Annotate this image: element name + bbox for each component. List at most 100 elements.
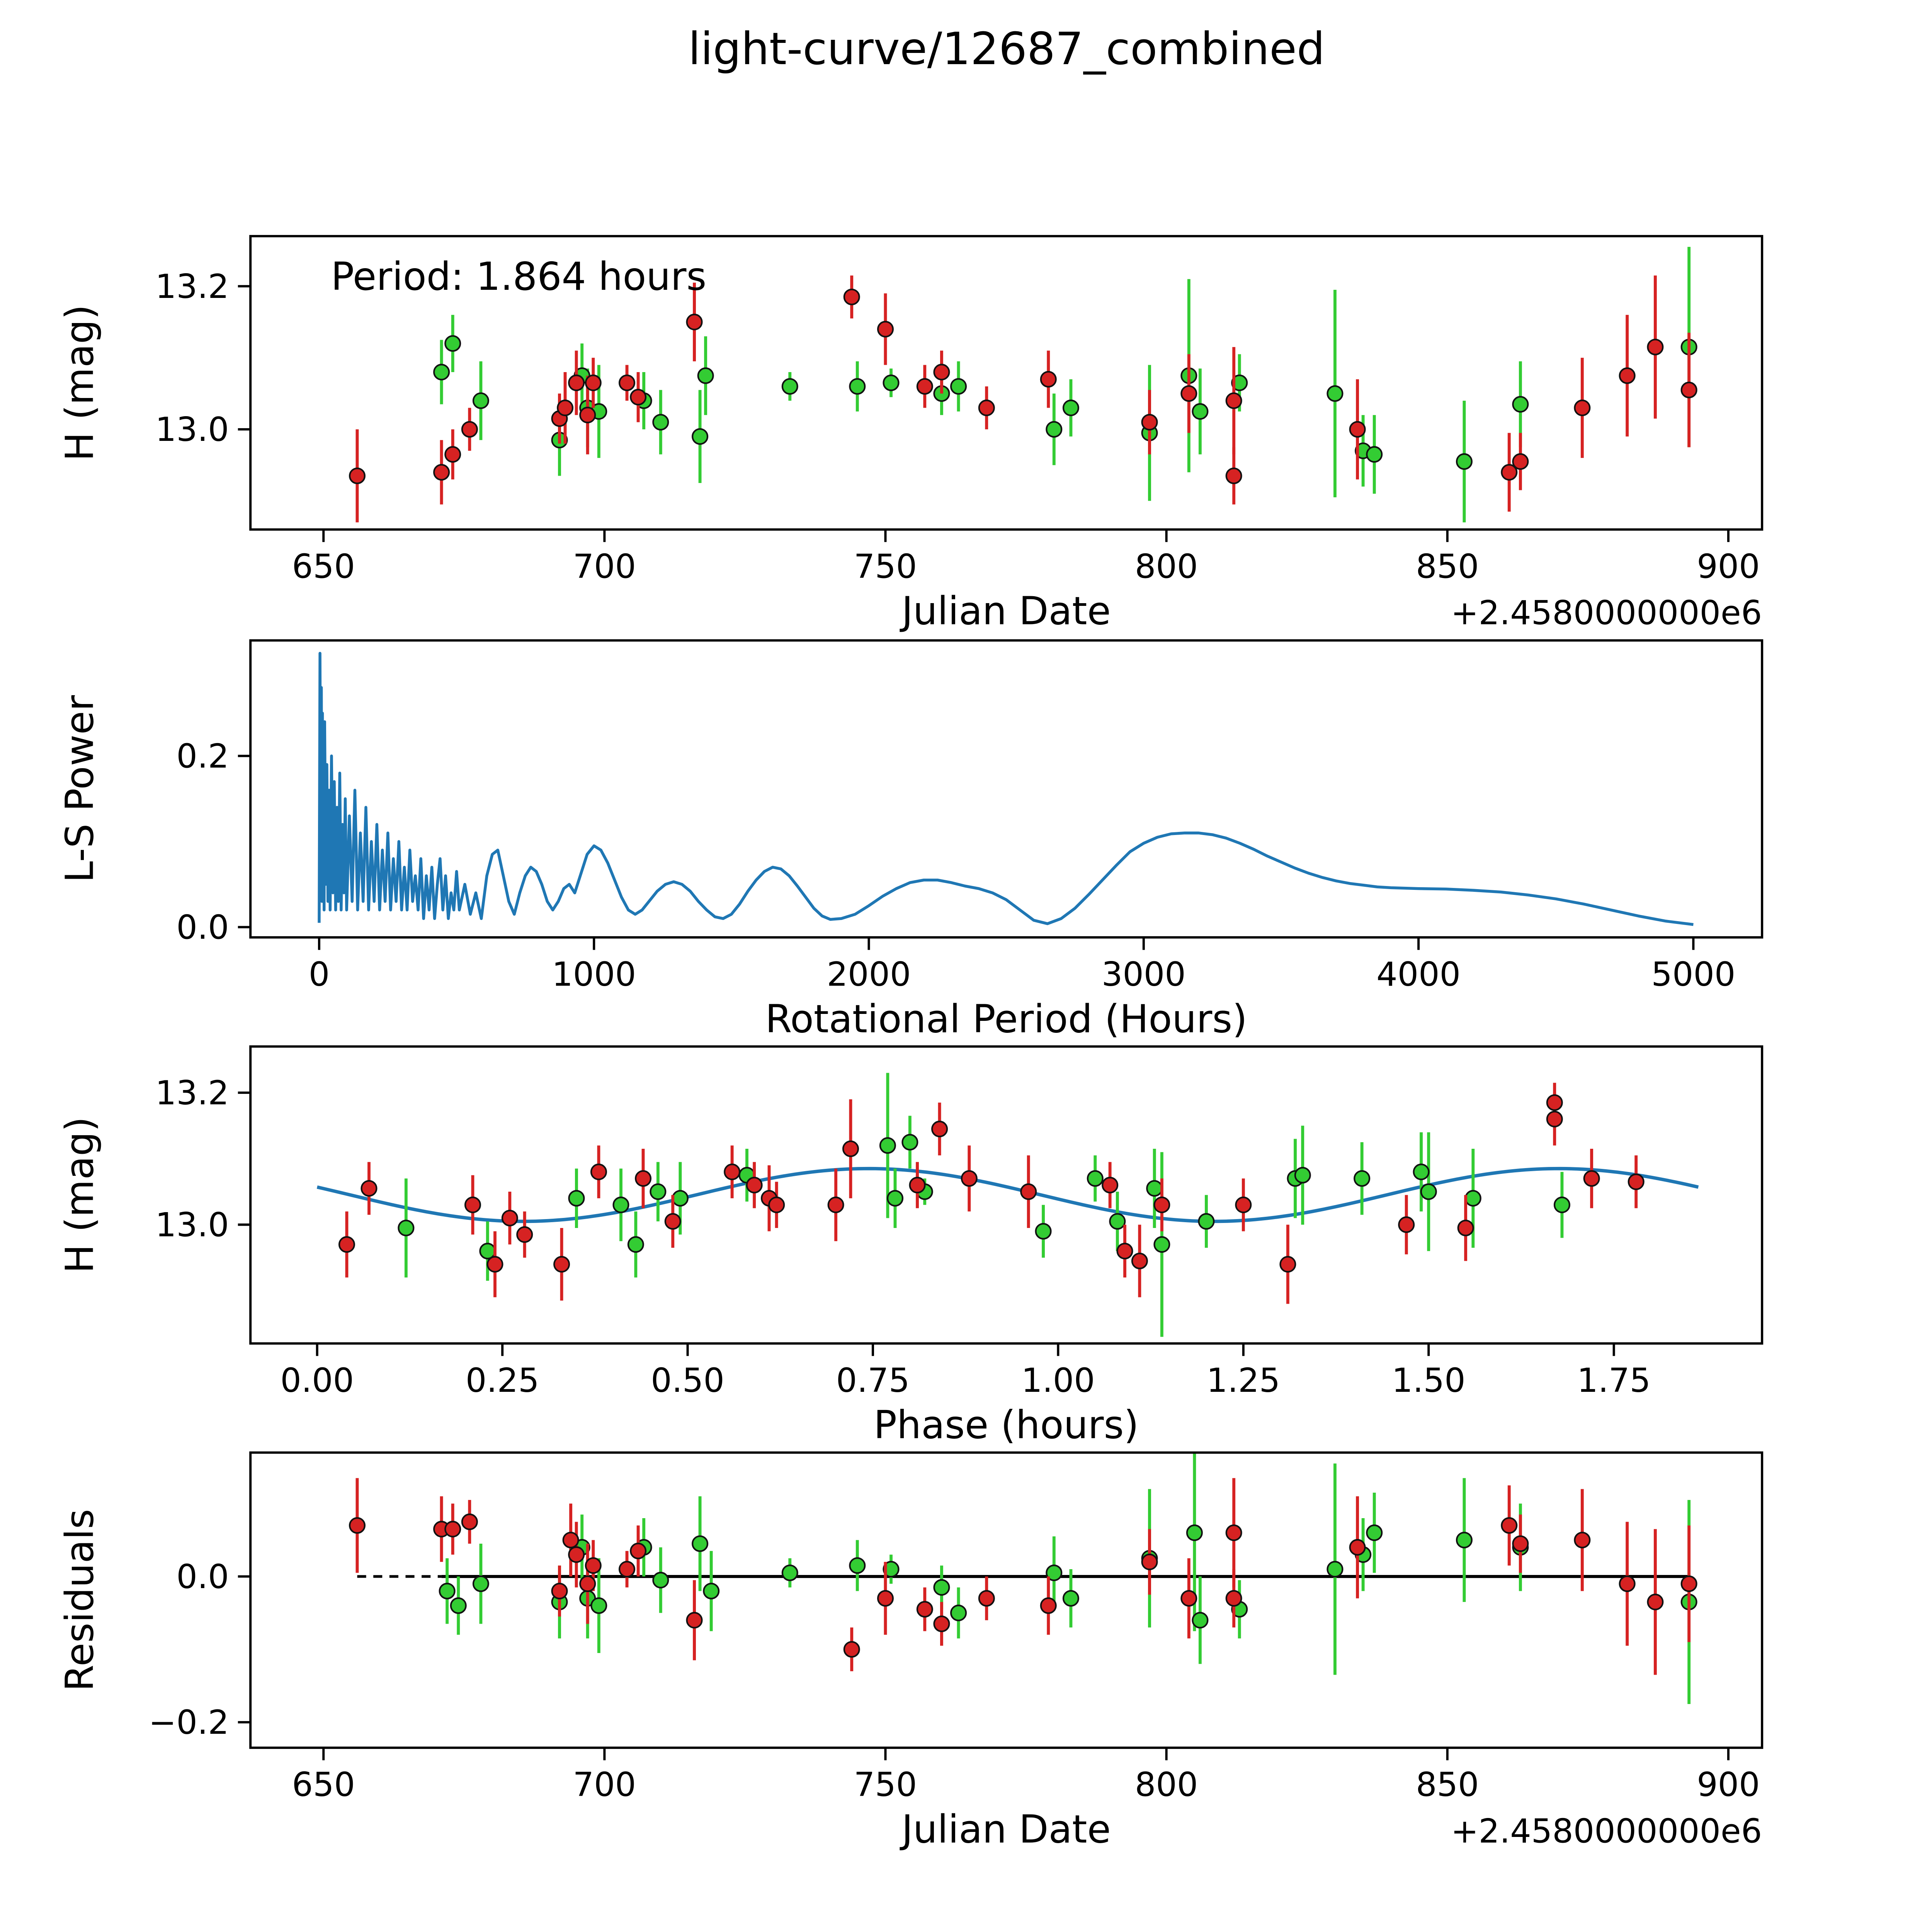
data-point (1225, 1524, 1242, 1541)
x-axis-label: Phase (hours) (874, 1403, 1139, 1447)
data-point (768, 1196, 785, 1213)
data-point (1349, 421, 1366, 438)
data-point (618, 1561, 636, 1578)
data-point (1553, 1196, 1570, 1213)
data-point (692, 1535, 709, 1552)
x-tick-label: 800 (1135, 1766, 1198, 1804)
data-point (724, 1163, 741, 1180)
y-tick-label: 13.0 (155, 1206, 229, 1245)
x-tick-label: 1.00 (1021, 1362, 1095, 1400)
data-point (1619, 1575, 1636, 1592)
data-point (1116, 1243, 1133, 1260)
x-tick-label: 1.75 (1577, 1362, 1651, 1400)
data-point (1020, 1183, 1037, 1200)
data-point (1279, 1256, 1296, 1273)
data-point (883, 1561, 900, 1578)
x-tick-label: 700 (573, 548, 636, 586)
data-point (1180, 1590, 1197, 1607)
data-point (590, 1597, 607, 1614)
plot-area (318, 651, 1694, 926)
data-point (1040, 371, 1057, 388)
data-point (652, 1571, 669, 1588)
y-axis-label: L-S Power (58, 695, 102, 883)
data-point (450, 1597, 467, 1614)
data-point (1040, 1597, 1057, 1614)
data-point (686, 1612, 703, 1629)
period-annotation: Period: 1.864 hours (331, 255, 706, 299)
data-point (579, 1575, 596, 1592)
data-point (1349, 1539, 1366, 1556)
plot-area (349, 1452, 1697, 1704)
data-point (746, 1177, 763, 1194)
x-tick-label: 4000 (1376, 956, 1461, 994)
data-point (553, 1256, 570, 1273)
x-axis-offset-text: +2.4580000000e6 (1451, 594, 1762, 633)
data-point (1583, 1170, 1600, 1187)
data-point (1046, 1564, 1063, 1582)
data-point (1198, 1213, 1215, 1230)
data-point (1628, 1173, 1645, 1190)
data-point (1102, 1177, 1119, 1194)
data-point (842, 1140, 859, 1157)
data-point (501, 1209, 518, 1226)
data-point (1153, 1196, 1170, 1213)
data-point (1192, 1612, 1209, 1629)
data-point (933, 364, 950, 381)
data-point (634, 1170, 652, 1187)
data-point (849, 378, 866, 395)
data-point (1366, 1524, 1383, 1541)
x-axis-label: Julian Date (900, 1808, 1111, 1852)
data-point (1574, 1532, 1591, 1549)
data-point (933, 1615, 950, 1633)
sinusoid-fit-curve (316, 1167, 1699, 1223)
axes-frame (249, 639, 1764, 939)
x-tick-label: 2000 (827, 956, 911, 994)
x-tick-label: 1.50 (1392, 1362, 1466, 1400)
data-point (1327, 1561, 1344, 1578)
data-point (933, 1579, 950, 1596)
data-point (338, 1236, 355, 1253)
x-tick-label: 900 (1697, 1766, 1760, 1804)
y-tick-label: 0.2 (176, 737, 229, 776)
data-point (1046, 421, 1063, 438)
data-point (827, 1196, 844, 1213)
data-point (568, 1190, 585, 1207)
data-point (1413, 1163, 1430, 1180)
data-point (950, 1604, 967, 1621)
data-point (1398, 1216, 1415, 1233)
data-point (1512, 453, 1529, 470)
plot-area (349, 247, 1697, 522)
data-point (444, 446, 461, 463)
data-point (557, 400, 574, 417)
x-tick-label: 850 (1416, 548, 1479, 586)
data-point (664, 1213, 681, 1230)
panel-lightcurve: 650 700 750 800 850 900 13.0 13.2 Julian Date H (… (58, 235, 1764, 634)
data-point (551, 1583, 568, 1600)
data-point (703, 1583, 720, 1600)
data-point (1141, 1553, 1158, 1570)
x-tick-label: 750 (854, 1766, 917, 1804)
axes-frame (249, 1451, 1764, 1749)
data-point (433, 364, 450, 381)
x-tick-label: 3000 (1102, 956, 1186, 994)
data-point (1456, 453, 1473, 470)
data-point (1180, 385, 1197, 402)
panel-phased: 0.00 0.25 0.50 0.75 1.00 1.25 1.50 1.75 13.0 13.2… (58, 1045, 1764, 1447)
data-point (579, 406, 596, 423)
data-point (1109, 1213, 1126, 1230)
data-point (1456, 1532, 1473, 1549)
x-tick-label: 0 (309, 956, 330, 994)
x-tick-label: 0.00 (280, 1362, 354, 1400)
data-point (901, 1134, 918, 1151)
residuals-red-filter (349, 1478, 1697, 1675)
data-point (1354, 1170, 1371, 1187)
data-point (349, 467, 366, 485)
data-point (1647, 338, 1664, 355)
lightcurve-red-filter (349, 275, 1697, 522)
data-point (349, 1517, 366, 1534)
x-tick-label: 650 (292, 1766, 355, 1804)
data-point (978, 1590, 995, 1607)
data-point (1192, 403, 1209, 420)
x-tick-label: 900 (1697, 548, 1760, 586)
data-point (916, 1601, 933, 1618)
